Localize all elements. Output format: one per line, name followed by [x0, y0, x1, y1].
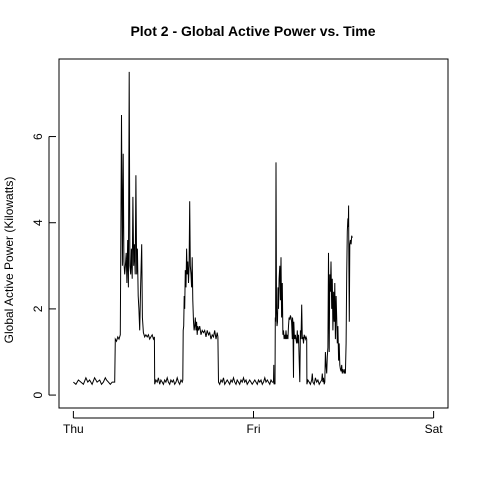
- y-tick-label-0: 0: [31, 391, 45, 398]
- plot-layer: [73, 71, 353, 386]
- y-axis-label: Global Active Power (Kilowatts): [2, 177, 16, 344]
- axis-layer: Thu Fri Sat 0 2 4 6: [31, 133, 443, 436]
- x-tick-label-2: Sat: [425, 422, 444, 436]
- plot-frame: [58, 58, 449, 409]
- x-tick-label-1: Fri: [247, 422, 261, 436]
- x-tick-label-0: Thu: [63, 422, 84, 436]
- y-tick-label-2: 4: [31, 219, 45, 226]
- chart-title: Plot 2 - Global Active Power vs. Time: [130, 23, 375, 39]
- series-line-0: [73, 71, 353, 386]
- y-tick-label-3: 6: [31, 133, 45, 140]
- y-tick-label-1: 2: [31, 305, 45, 312]
